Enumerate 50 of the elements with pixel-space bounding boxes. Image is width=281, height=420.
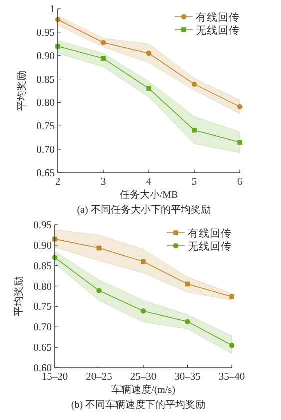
text: (b) 不同车辆速度下的平均奖励 [71, 399, 206, 411]
point [140, 308, 146, 314]
x-tick-label: 3 [100, 177, 106, 188]
point [230, 294, 234, 300]
x-axis-title: 任务大小/MB [118, 189, 178, 201]
x-tick-label: 35–40 [218, 372, 246, 383]
y-tick-label: 0.70 [36, 145, 55, 156]
y-tick-label: 0.75 [36, 122, 55, 133]
y-tick-label: 0.80 [36, 98, 55, 110]
point [141, 259, 146, 264]
y-tick-label: 0.65 [36, 168, 55, 180]
y-tick-label: 0.90 [34, 240, 52, 252]
y-tick-label: 0.95 [34, 220, 52, 232]
point [146, 50, 152, 56]
y-tick-label: 0.75 [34, 302, 52, 314]
point [238, 140, 242, 145]
y-tick-label: 0.70 [34, 322, 52, 334]
x-tick-label: 5 [192, 177, 198, 188]
legend-label: 有线回传 [188, 227, 232, 240]
point [229, 342, 235, 348]
x-tick-label: 2 [55, 177, 61, 188]
point [96, 288, 102, 294]
x-tick-label: 6 [237, 177, 243, 188]
legend-label: 有线回传 [196, 11, 240, 24]
x-axis-title: 车辆速度/(m/s) [112, 384, 176, 396]
point [185, 319, 190, 324]
x-tick-label: 25–30 [130, 372, 157, 383]
x-tick-label: 4 [146, 177, 152, 188]
y-tick-label: 0.80 [34, 282, 52, 293]
x-tick-label: 20–25 [86, 372, 112, 383]
point [192, 128, 197, 133]
y-axis-title: 平均奖励 [13, 276, 25, 316]
legend-label: 无线回传 [196, 24, 240, 37]
x-tick-label: 30–35 [174, 372, 201, 383]
text: (a) 不同任务大小下的平均奖励 [77, 204, 211, 216]
point [146, 86, 152, 92]
y-tick-label: 0.65 [34, 343, 52, 354]
y-tick-label: 0.60 [34, 364, 52, 374]
point [100, 40, 106, 46]
point [192, 82, 198, 88]
y-tick-label: 1 [50, 4, 55, 16]
y-tick-label: 0.85 [36, 74, 55, 86]
y-axis-title: 平均奖励 [16, 71, 28, 111]
y-tick-label: 0.85 [34, 261, 52, 272]
legend-label: 无线回传 [188, 240, 232, 253]
y-tick-label: 0.90 [36, 51, 55, 62]
point [237, 104, 243, 110]
point [101, 56, 106, 62]
y-tick-label: 0.95 [36, 28, 55, 39]
x-tick-label: 15–20 [42, 372, 68, 383]
